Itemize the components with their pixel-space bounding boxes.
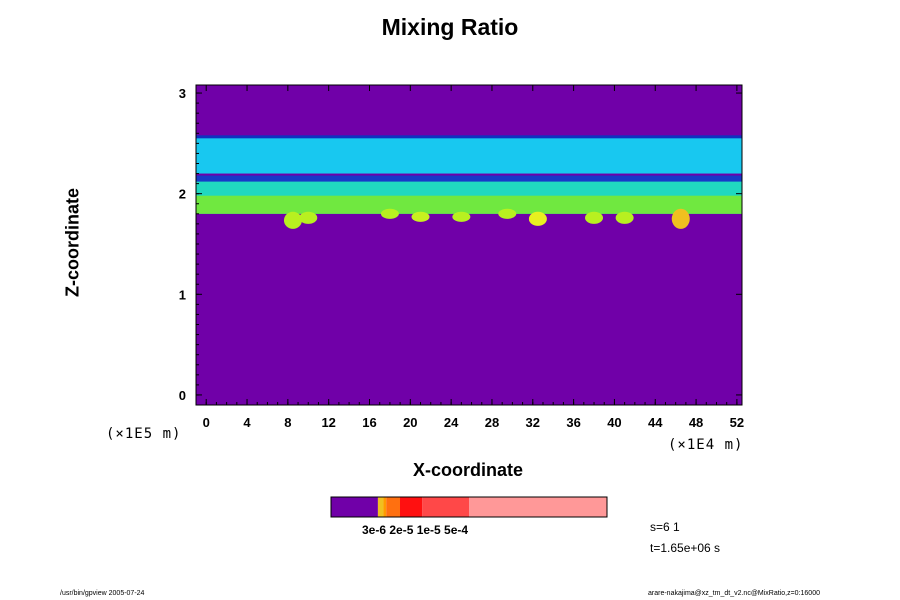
footer-source: arare-nakajima@xz_tm_dt_v2.nc@MixRatio,z… <box>648 590 820 597</box>
x-tick-label: 16 <box>362 415 376 430</box>
plot-frame <box>195 84 743 406</box>
x-tick-label: 36 <box>566 415 580 430</box>
x-axis-label: X-coordinate <box>412 460 523 480</box>
x-axis-unit: (×1E5 m) <box>106 426 182 442</box>
x-tick-label: 4 <box>243 415 251 430</box>
footer-command: /usr/bin/gpview 2005-07-24 <box>60 590 145 597</box>
colorbar-tick-label: 3e-6 2e-5 1e-5 5e-4 <box>362 523 468 537</box>
x-tick-label: 48 <box>689 415 703 430</box>
colorbar-segment <box>400 497 423 517</box>
colorbar-segment <box>383 497 387 517</box>
x-tick-label: 24 <box>444 415 459 430</box>
blob-0 <box>283 211 302 229</box>
colorbar: 3e-6 2e-5 1e-5 5e-4 <box>330 496 608 537</box>
x-tick-label: 0 <box>203 415 210 430</box>
blob-1 <box>299 211 318 224</box>
colorbar-segment <box>422 497 469 517</box>
blob-5 <box>498 208 517 219</box>
blob-2 <box>380 208 399 219</box>
y-tick-label: 1 <box>179 287 186 302</box>
x-tick-label: 20 <box>403 415 417 430</box>
y-tick-label: 0 <box>179 388 186 403</box>
blob-8 <box>615 211 634 224</box>
blob-4 <box>452 211 471 222</box>
x-tick-label: 8 <box>284 415 291 430</box>
colorbar-segment <box>469 497 607 517</box>
time-label: t=1.65e+06 s <box>650 541 721 555</box>
colorbar-segment <box>377 497 384 517</box>
x-tick-label: 52 <box>730 415 744 430</box>
layer-lower-green <box>196 195 742 214</box>
y-tick-label: 2 <box>179 187 186 202</box>
blob-3 <box>411 211 430 222</box>
layer-middle-dark-line <box>196 175 742 184</box>
x-tick-label: 32 <box>526 415 540 430</box>
blob-7 <box>585 211 604 224</box>
x-tick-label: 44 <box>648 415 663 430</box>
layer-background <box>196 85 742 405</box>
y-axis-label: Z-coordinate <box>62 188 83 298</box>
plot-area <box>196 85 742 405</box>
colorbar-segment <box>386 497 400 517</box>
colorbar-segment <box>331 497 378 517</box>
y-axis-unit: (×1E4 m) <box>668 437 744 453</box>
x-tick-label: 40 <box>607 415 621 430</box>
blob-9 <box>671 208 690 229</box>
x-tick-label: 12 <box>321 415 335 430</box>
layer-upper-band <box>196 138 742 174</box>
chart-title: Mixing Ratio <box>381 14 519 40</box>
step-label: s=6 1 <box>650 520 680 534</box>
colorbar-frame <box>330 496 608 518</box>
x-tick-label: 28 <box>485 415 499 430</box>
blob-6 <box>528 211 547 226</box>
y-tick-label: 3 <box>179 86 186 101</box>
